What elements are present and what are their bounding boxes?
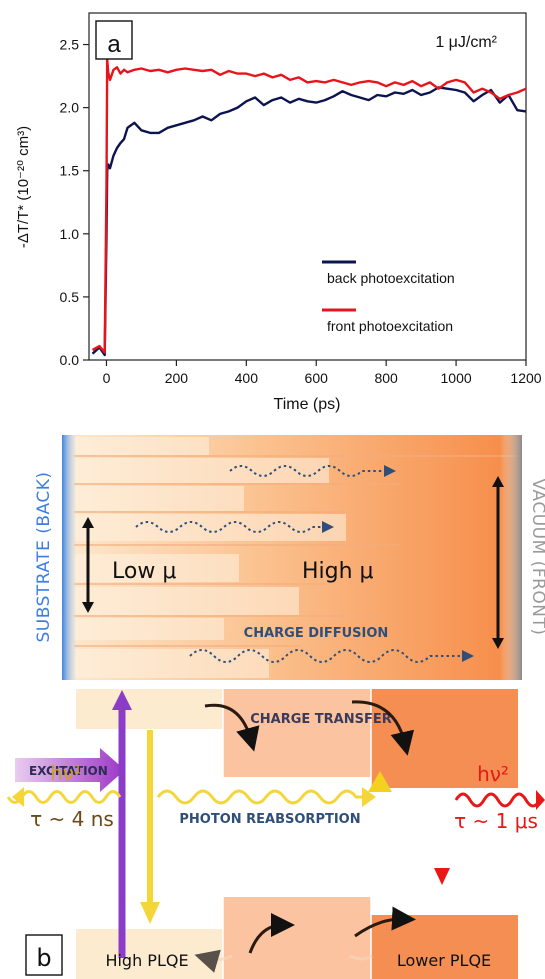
panel-label-b-box bbox=[25, 934, 63, 976]
level-mid-bottom bbox=[223, 897, 371, 979]
x-tick-label: 800 bbox=[374, 370, 398, 386]
legend-label-front: front photoexcitation bbox=[327, 318, 453, 334]
x-tick-label: 400 bbox=[235, 370, 259, 386]
vacuum-layer bbox=[500, 435, 522, 680]
y-tick-group: 0.0 0.5 1.0 1.5 2.0 2.5 bbox=[60, 37, 89, 368]
x-tick-label: 1200 bbox=[510, 370, 541, 386]
energy-panel: CHARGE TRANSFER EXCITATION bbox=[6, 689, 545, 979]
level-mid-top bbox=[223, 689, 371, 777]
excitation-label: EXCITATION bbox=[29, 764, 108, 778]
y-tick-label: 0.5 bbox=[60, 289, 80, 305]
photon-wave-right bbox=[454, 790, 545, 810]
panel-label-b: b bbox=[36, 944, 51, 972]
charge-transfer-label: CHARGE TRANSFER bbox=[250, 712, 392, 727]
tau2-label: τ ~ 1 μs bbox=[454, 809, 538, 833]
vacuum-label: VACUUM (FRONT) bbox=[528, 478, 545, 635]
plot-frame bbox=[88, 12, 527, 361]
grain-stripes bbox=[74, 437, 346, 678]
series-line-front bbox=[91, 58, 527, 354]
thickness-arrow-right bbox=[492, 476, 504, 649]
y-tick-label: 0.0 bbox=[60, 352, 80, 368]
fluence-annotation: 1 μJ/cm² bbox=[435, 34, 497, 51]
diffusion-paths bbox=[135, 465, 474, 663]
red-emission-arrow bbox=[434, 792, 450, 885]
hv2-label: hν² bbox=[477, 762, 509, 786]
yellow-reabsorption-arrow bbox=[368, 771, 392, 958]
photon-reabsorption-label: PHOTON REABSORPTION bbox=[179, 812, 360, 827]
high-plqe-label: High PLQE bbox=[105, 951, 188, 970]
level-high-plqe-top bbox=[76, 689, 223, 729]
tau1-label: τ ~ 4 ns bbox=[30, 807, 114, 831]
x-tick-label: 0 bbox=[103, 370, 111, 386]
purple-transition-arrow bbox=[112, 690, 132, 958]
thickness-arrow-left bbox=[82, 517, 94, 613]
lower-plqe-label: Lower PLQE bbox=[397, 951, 491, 970]
chart-panel-a: 0 200 400 600 800 1000 1200 0.0 0.5 1.0 1.5 2.0 2.5… bbox=[15, 12, 542, 413]
y-axis-title: -ΔT/T* (10⁻²⁰ cm³) bbox=[15, 126, 32, 248]
substrate-label: SUBSTRATE (BACK) bbox=[34, 471, 54, 642]
y-tick-label: 1.0 bbox=[60, 226, 80, 242]
photon-wave-left bbox=[6, 787, 122, 807]
y-tick-label: 1.5 bbox=[60, 163, 80, 179]
x-tick-label: 600 bbox=[305, 370, 329, 386]
excitation-arrow bbox=[15, 748, 125, 792]
diffusion-panel: SUBSTRATE (BACK) VACUUM (FRONT) Low μ Hi… bbox=[34, 435, 545, 680]
x-axis-title: Time (ps) bbox=[274, 396, 341, 413]
legend-label-back: back photoexcitation bbox=[327, 270, 455, 286]
substrate-layer bbox=[62, 435, 76, 680]
low-mobility-label: Low μ bbox=[112, 559, 176, 584]
x-tick-label: 200 bbox=[165, 370, 189, 386]
photon-wave-reabsorb bbox=[156, 787, 376, 807]
series-group bbox=[91, 58, 527, 357]
x-tick-label: 1000 bbox=[441, 370, 472, 386]
charge-diffusion-label: CHARGE DIFFUSION bbox=[244, 626, 389, 641]
panel-label-a: a bbox=[107, 31, 121, 58]
panel-label-a-box bbox=[95, 20, 133, 60]
high-mobility-label: High μ bbox=[302, 559, 374, 584]
y-tick-label: 2.0 bbox=[60, 100, 80, 116]
hv1-label: hν¹ bbox=[50, 761, 82, 785]
series-line-back bbox=[91, 86, 527, 357]
y-tick-label: 2.5 bbox=[60, 37, 80, 53]
x-tick-group: 0 200 400 600 800 1000 1200 bbox=[103, 360, 542, 386]
yellow-emission-arrow bbox=[140, 730, 160, 924]
